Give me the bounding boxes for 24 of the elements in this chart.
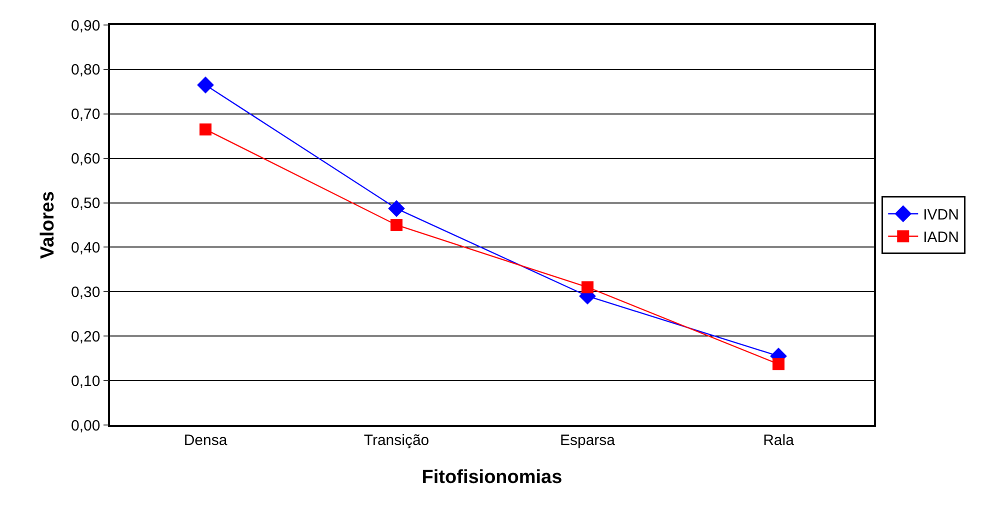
y-tick-label: 0,10 bbox=[71, 372, 100, 390]
y-tick-label: 0,50 bbox=[71, 195, 100, 212]
y-tick-label: 0,90 bbox=[71, 17, 100, 34]
y-tick-label: 0,70 bbox=[71, 106, 100, 124]
legend-label: IADN bbox=[923, 229, 959, 246]
point bbox=[388, 200, 405, 218]
x-tick-label: Densa bbox=[184, 432, 228, 449]
y-tick-label: 0,20 bbox=[71, 328, 100, 346]
y-tick-label: 0,00 bbox=[71, 417, 100, 434]
point bbox=[200, 123, 212, 136]
y-tick-label: 0,60 bbox=[71, 150, 100, 168]
legend-label: IVDN bbox=[923, 206, 959, 224]
x-tick-label: Rala bbox=[763, 432, 795, 449]
point bbox=[197, 76, 214, 94]
x-axis-title: Fitofisionomias bbox=[422, 467, 562, 488]
point bbox=[772, 358, 784, 370]
y-tick-label: 0,30 bbox=[71, 284, 100, 301]
x-tick-label: Transição bbox=[364, 432, 430, 449]
point bbox=[390, 219, 402, 231]
y-tick-label: 0,80 bbox=[71, 62, 100, 79]
point bbox=[582, 281, 594, 294]
x-tick-label: Esparsa bbox=[560, 432, 616, 449]
y-axis-title: Valores bbox=[37, 191, 58, 259]
y-tick-label: 0,40 bbox=[71, 239, 100, 256]
